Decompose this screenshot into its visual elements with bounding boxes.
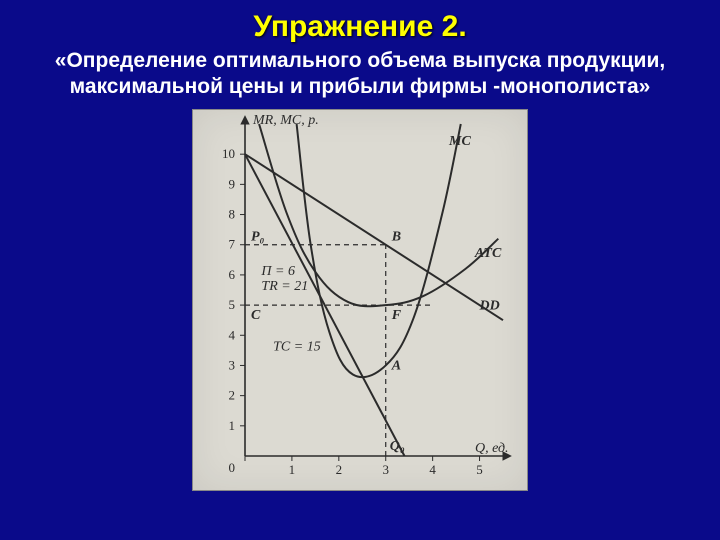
label-q0: Q₀ (390, 439, 405, 454)
chart-svg: 1 2 3 4 5 1 2 3 4 5 6 7 8 9 10 0 MR, MC, р. Q, ед. MC ATC DD… (193, 110, 527, 490)
y-axis-label: MR, MC, р. (252, 113, 319, 128)
economics-chart: 1 2 3 4 5 1 2 3 4 5 6 7 8 9 10 0 MR, MC, р. Q, ед. MC ATC DD… (192, 109, 528, 491)
page-title: Упражнение 2. (0, 10, 720, 44)
label-mc: MC (448, 134, 471, 149)
x-tick-label: 5 (476, 462, 483, 477)
label-dd: DD (479, 298, 500, 313)
x-tick-label: 3 (382, 462, 389, 477)
x-axis-label: Q, ед. (475, 441, 509, 456)
page-subtitle: «Определение оптимального объема выпуска… (20, 48, 700, 101)
y-tick-label: 8 (229, 206, 236, 221)
annot-pi: П = 6 (260, 263, 295, 278)
label-atc: ATC (474, 245, 502, 260)
y-tick-label: 3 (229, 357, 236, 372)
x-tick-label: 2 (336, 462, 343, 477)
label-point-a: A (391, 358, 401, 373)
origin-label: 0 (229, 460, 236, 475)
label-point-b: B (391, 229, 401, 244)
x-tick-label: 4 (429, 462, 436, 477)
curve-dd (245, 154, 503, 320)
annot-tr: TR = 21 (261, 279, 308, 294)
annot-tc: TC = 15 (273, 339, 321, 354)
curve-mc (297, 124, 461, 377)
y-tick-label: 7 (229, 236, 236, 251)
y-tick-label: 6 (229, 266, 236, 281)
y-tick-label: 5 (229, 297, 236, 312)
x-tick-label: 1 (289, 462, 296, 477)
label-p0: P₀ (251, 229, 265, 244)
y-tick-label: 9 (229, 176, 236, 191)
y-tick-label: 4 (229, 327, 236, 342)
label-c: C (251, 308, 261, 323)
y-tick-label: 10 (222, 146, 235, 161)
y-tick-label: 2 (229, 387, 236, 402)
label-point-f: F (391, 308, 402, 323)
y-tick-label: 1 (229, 417, 236, 432)
